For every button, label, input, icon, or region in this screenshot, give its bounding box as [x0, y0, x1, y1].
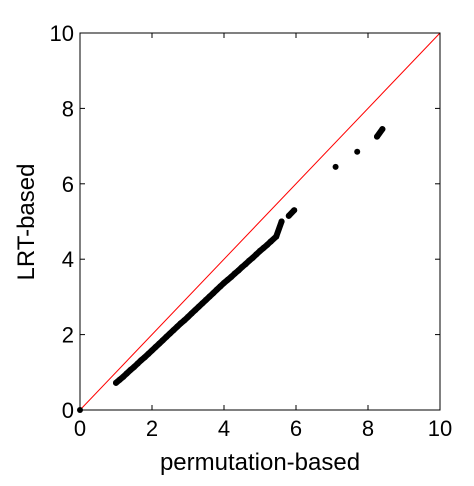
x-tick-label: 4 [218, 416, 230, 441]
data-point-band [285, 207, 298, 219]
plot-area: 0 2 4 6 8 10 0 2 4 6 8 10 [50, 21, 453, 441]
x-tick-label: 10 [428, 416, 452, 441]
y-axis-label: LRT-based [13, 164, 40, 281]
data-point-band [273, 218, 285, 240]
x-axis-label: permutation-based [160, 449, 360, 476]
data-point-band [374, 126, 386, 140]
y-axis-ticks: 0 2 4 6 8 10 [50, 21, 440, 423]
axes-frame [79, 32, 441, 411]
data-point [354, 148, 361, 155]
y-tick-label: 8 [62, 96, 74, 121]
x-tick-label: 0 [74, 416, 86, 441]
x-tick-label: 6 [290, 416, 302, 441]
y-tick-label: 6 [62, 172, 74, 197]
x-axis-ticks: 0 2 4 6 8 10 [74, 33, 452, 441]
y-tick-label: 2 [62, 323, 74, 348]
data-point [332, 163, 339, 170]
data-points [77, 126, 386, 413]
x-tick-label: 2 [146, 416, 158, 441]
reference-line [79, 32, 441, 411]
y-tick-label: 10 [50, 21, 74, 46]
y-tick-label: 0 [62, 398, 74, 423]
y-tick-label: 4 [62, 247, 74, 272]
x-tick-label: 8 [362, 416, 374, 441]
